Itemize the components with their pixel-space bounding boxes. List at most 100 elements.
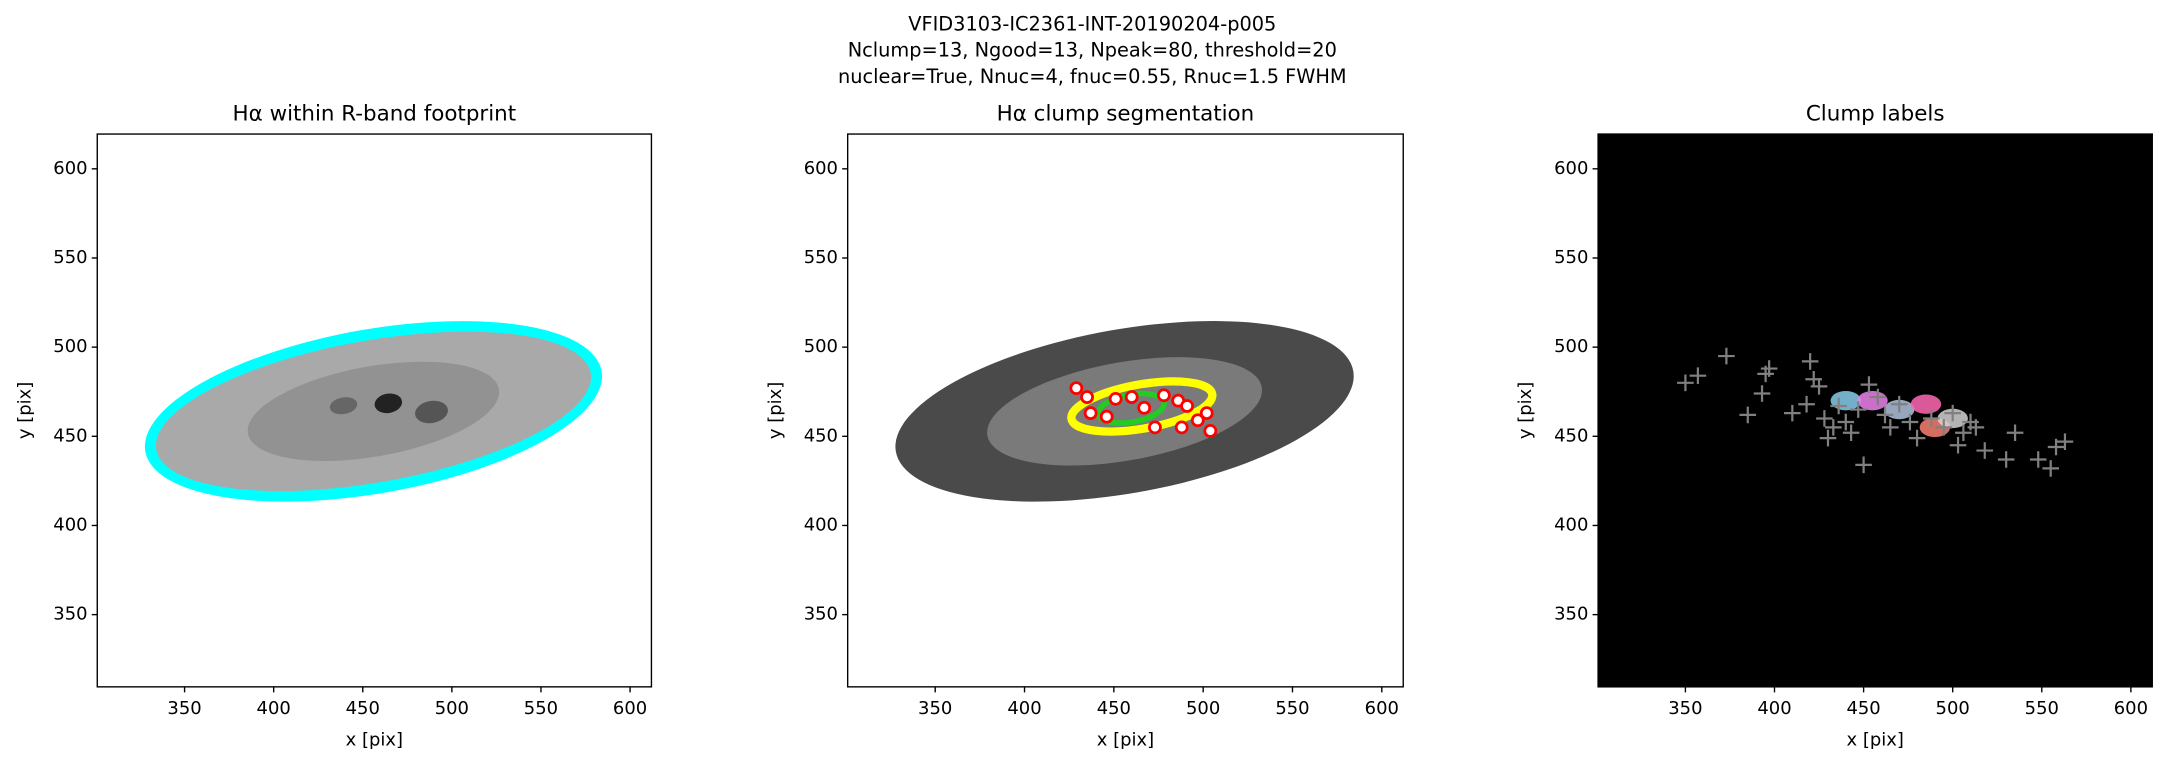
point — [1137, 400, 1152, 415]
axes-title: Hα clump segmentation — [997, 102, 1255, 127]
y-tick-label: 450 — [1554, 425, 1588, 446]
x-tick-label: 450 — [1846, 698, 1880, 719]
point — [1949, 436, 1967, 454]
y-axis-label: y [pix] — [14, 382, 35, 439]
x-axis-label: x [pix] — [346, 730, 403, 751]
point — [1739, 406, 1757, 424]
point — [2056, 433, 2074, 450]
y-tick-label: 350 — [1554, 604, 1588, 625]
y-tick-label: 350 — [804, 604, 838, 625]
image-layer — [144, 321, 603, 502]
point — [1174, 420, 1189, 435]
point — [1760, 360, 1778, 377]
point — [1069, 381, 1084, 396]
point — [1876, 406, 1894, 424]
point — [1890, 395, 1908, 413]
point — [1080, 390, 1094, 404]
x-tick-label: 500 — [1936, 698, 1970, 719]
x-tick-label: 500 — [1186, 698, 1220, 719]
clump-label — [1910, 394, 1942, 414]
point — [1849, 401, 1867, 418]
suptitle: nuclear=True, Nnuc=4, fnuc=0.55, Rnuc=1.… — [838, 65, 1347, 88]
point — [1689, 367, 1707, 384]
x-tick-label: 600 — [2114, 698, 2148, 719]
x-tick-label: 600 — [1365, 698, 1399, 719]
point — [2047, 438, 2065, 456]
point — [1801, 353, 1819, 370]
panel: 350 400 450 500 550 600 350 400 450 500 550 600 Hα w… — [14, 102, 653, 751]
y-tick-label: 400 — [1554, 514, 1588, 535]
x-tick-label: 600 — [613, 698, 647, 719]
suptitle: Nclump=13, Ngood=13, Npeak=80, threshold… — [848, 39, 1337, 62]
x-tick-label: 450 — [1097, 698, 1131, 719]
axes-frame — [1597, 133, 2153, 688]
clump-label — [1830, 390, 1861, 411]
point — [1955, 424, 1972, 442]
y-tick-label: 500 — [1554, 336, 1588, 357]
point — [2029, 451, 2047, 468]
y-tick-label: 550 — [1554, 247, 1588, 268]
point — [1798, 395, 1815, 413]
y-tick-label: 600 — [53, 158, 87, 179]
galaxy-knot — [415, 400, 448, 424]
point — [1901, 413, 1919, 431]
point — [1099, 409, 1114, 424]
point — [1677, 374, 1694, 392]
point — [1825, 419, 1842, 436]
axes-background — [1598, 134, 2153, 687]
point — [1869, 388, 1887, 406]
point — [2042, 460, 2059, 477]
y-tick-label: 550 — [53, 247, 87, 268]
x-tick-label: 350 — [167, 698, 201, 719]
point — [1108, 391, 1123, 406]
segmentation — [1067, 377, 1217, 436]
point — [1180, 399, 1194, 413]
x-tick-label: 400 — [1007, 698, 1041, 719]
image-layer — [1677, 347, 2074, 477]
point — [1810, 378, 1828, 395]
y-axis-label: y [pix] — [765, 382, 786, 439]
point — [1935, 419, 1953, 436]
point — [1944, 404, 1961, 422]
point — [1976, 442, 1994, 459]
y-tick-label: 400 — [804, 514, 838, 535]
x-tick-label: 500 — [435, 698, 469, 719]
point — [1842, 424, 1860, 442]
point — [1997, 451, 2015, 468]
axes-frame — [846, 133, 1404, 688]
axes-title: Hα within R-band footprint — [233, 102, 517, 127]
y-tick-label: 500 — [53, 336, 87, 357]
panel: 350 400 450 500 550 600 350 400 450 500 550 600 Hα c… — [765, 102, 1404, 751]
point — [1837, 413, 1855, 431]
suptitle: VFID3103-IC2361-INT-20190204-p005 — [908, 12, 1276, 35]
x-tick-label: 550 — [2025, 698, 2059, 719]
x-tick-label: 400 — [257, 698, 291, 719]
point — [1855, 456, 1872, 474]
x-axis-label: x [pix] — [1097, 730, 1154, 751]
y-tick-label: 450 — [804, 425, 838, 446]
x-tick-label: 350 — [1668, 698, 1702, 719]
x-tick-label: 350 — [918, 698, 952, 719]
y-axis-label: y [pix] — [1515, 382, 1536, 439]
point — [1908, 429, 1926, 447]
panel: 350 400 450 500 550 600 350 400 450 500 550 600 Clum… — [1515, 102, 2153, 751]
point — [2006, 424, 2024, 442]
x-tick-label: 550 — [524, 698, 558, 719]
point — [1923, 410, 1940, 427]
galaxy-core — [374, 393, 403, 414]
x-tick-label: 550 — [1275, 698, 1309, 719]
x-axis-label: x [pix] — [1847, 730, 1904, 751]
point — [1083, 406, 1098, 421]
axes-title: Clump labels — [1806, 102, 1945, 127]
point — [1148, 420, 1162, 435]
point — [1718, 347, 1735, 365]
y-tick-label: 500 — [804, 336, 838, 357]
galaxy-knot — [329, 397, 358, 415]
point — [1190, 413, 1205, 428]
point — [1156, 388, 1171, 403]
y-tick-label: 600 — [1554, 158, 1588, 179]
x-tick-label: 450 — [346, 698, 380, 719]
y-tick-label: 350 — [53, 604, 87, 625]
y-tick-label: 550 — [804, 247, 838, 268]
